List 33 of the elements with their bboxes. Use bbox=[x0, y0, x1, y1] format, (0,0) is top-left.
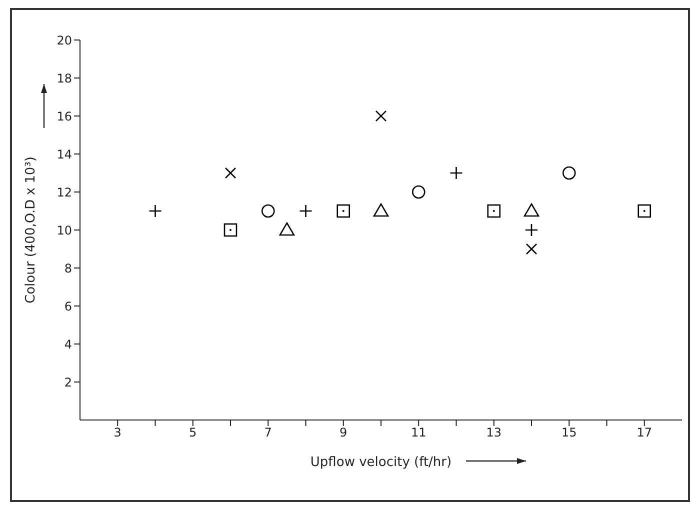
y-axis-title: Colour (400,O.D x 10³) bbox=[24, 156, 39, 304]
y-tick-label: 4 bbox=[64, 337, 72, 352]
x-tick-label: 9 bbox=[340, 426, 348, 440]
point bbox=[562, 166, 576, 180]
point bbox=[224, 223, 238, 237]
x-tick-label: 13 bbox=[486, 426, 502, 440]
y-tick-label: 14 bbox=[56, 147, 72, 162]
y-tick-label: 8 bbox=[64, 261, 72, 276]
x-axis-title: Upflow velocity (ft/hr) bbox=[310, 455, 452, 470]
point bbox=[638, 204, 652, 218]
point bbox=[279, 222, 295, 236]
point bbox=[526, 243, 538, 255]
x-tick-label: 15 bbox=[561, 426, 577, 440]
point bbox=[524, 203, 540, 217]
point bbox=[373, 203, 389, 217]
y-tick-label: 2 bbox=[64, 375, 72, 390]
y-tick-label: 20 bbox=[56, 33, 72, 48]
point bbox=[375, 110, 387, 122]
x-tick-label: 17 bbox=[636, 426, 652, 440]
y-tick-label: 16 bbox=[56, 109, 72, 124]
point bbox=[261, 204, 275, 218]
point bbox=[487, 204, 501, 218]
y-tick-label: 18 bbox=[56, 71, 72, 86]
y-tick-label: 12 bbox=[56, 185, 72, 200]
x-tick-label: 11 bbox=[410, 426, 426, 440]
point bbox=[412, 185, 426, 199]
x-tick-label: 3 bbox=[114, 426, 122, 440]
y-tick-label: 10 bbox=[56, 223, 72, 238]
point bbox=[224, 167, 236, 179]
x-tick-label: 5 bbox=[189, 426, 197, 440]
point bbox=[336, 204, 350, 218]
x-tick-label: 7 bbox=[264, 426, 272, 440]
y-tick-label: 6 bbox=[64, 299, 72, 314]
